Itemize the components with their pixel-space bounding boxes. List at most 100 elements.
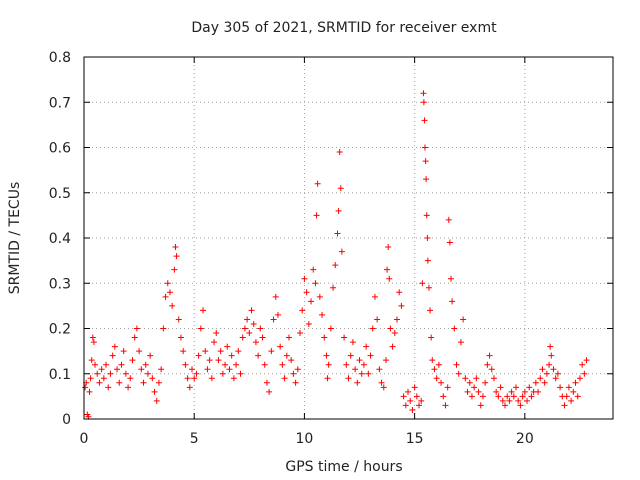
- data-point: [330, 284, 337, 291]
- data-point: [160, 325, 167, 332]
- data-point: [420, 99, 427, 106]
- data-point: [457, 339, 464, 346]
- data-point: [114, 366, 121, 373]
- data-point: [557, 384, 564, 391]
- data-point: [484, 361, 491, 368]
- data-point: [98, 366, 105, 373]
- data-point: [261, 361, 268, 368]
- data-point: [310, 266, 317, 273]
- data-point: [217, 348, 224, 355]
- data-point: [158, 366, 165, 373]
- data-point: [208, 375, 215, 382]
- data-point: [332, 262, 339, 269]
- data-point: [140, 379, 147, 386]
- data-point: [336, 149, 343, 156]
- data-point: [120, 348, 127, 355]
- data-point: [438, 379, 445, 386]
- data-point: [349, 339, 356, 346]
- data-point: [378, 379, 385, 386]
- data-point: [554, 370, 561, 377]
- data-point: [274, 311, 281, 318]
- y-axis-label: SRMTID / TECUs: [7, 182, 23, 295]
- data-point: [88, 357, 95, 364]
- data-point: [288, 357, 295, 364]
- data-point: [224, 343, 231, 350]
- data-point: [297, 330, 304, 337]
- data-point: [90, 339, 97, 346]
- data-point: [548, 352, 555, 359]
- data-point: [279, 361, 286, 368]
- data-point: [211, 339, 218, 346]
- data-point: [380, 384, 387, 391]
- data-point: [244, 316, 251, 323]
- y-tick-label: 0.2: [49, 322, 71, 338]
- data-point: [86, 388, 93, 395]
- data-point: [283, 352, 290, 359]
- data-point: [129, 357, 136, 364]
- x-tick-label: 15: [406, 431, 424, 447]
- data-point: [103, 361, 110, 368]
- data-point: [477, 402, 484, 409]
- data-point: [204, 366, 211, 373]
- data-point: [391, 330, 398, 337]
- data-point: [424, 257, 431, 264]
- data-point: [345, 375, 352, 382]
- data-point: [263, 379, 270, 386]
- data-point: [255, 352, 262, 359]
- data-point: [248, 307, 255, 314]
- data-point: [252, 339, 259, 346]
- data-point: [581, 370, 588, 377]
- data-point: [319, 311, 326, 318]
- data-point: [111, 343, 118, 350]
- data-point: [515, 397, 522, 404]
- x-axis-label: GPS time / hours: [285, 459, 402, 475]
- data-point: [479, 393, 486, 400]
- data-point: [497, 384, 504, 391]
- data-point: [519, 393, 526, 400]
- data-point: [384, 266, 391, 273]
- data-point: [338, 248, 345, 255]
- data-point: [314, 180, 321, 187]
- y-tick-label: 0.3: [49, 276, 71, 292]
- data-point: [303, 289, 310, 296]
- y-tick-label: 0.4: [49, 231, 71, 247]
- data-point: [501, 402, 508, 409]
- data-point: [184, 375, 191, 382]
- data-point: [421, 144, 428, 151]
- data-point: [337, 185, 344, 192]
- data-point: [422, 158, 429, 165]
- data-point: [423, 176, 430, 183]
- data-point: [257, 325, 264, 332]
- data-point: [215, 357, 222, 364]
- data-point: [116, 379, 123, 386]
- data-point: [151, 388, 158, 395]
- data-point: [131, 334, 138, 341]
- chart-title: Day 305 of 2021, SRMTID for receiver exm…: [191, 20, 497, 36]
- data-point: [294, 366, 301, 373]
- data-point: [226, 366, 233, 373]
- data-point: [285, 334, 292, 341]
- data-point: [504, 393, 511, 400]
- data-point: [416, 402, 423, 409]
- data-point: [334, 230, 341, 237]
- data-point: [237, 370, 244, 377]
- data-point: [138, 366, 145, 373]
- data-point: [206, 357, 213, 364]
- data-point: [172, 244, 179, 251]
- data-point: [425, 284, 432, 291]
- data-point: [535, 388, 542, 395]
- data-point: [387, 325, 394, 332]
- data-point: [471, 384, 478, 391]
- data-point: [427, 307, 434, 314]
- data-point: [499, 397, 506, 404]
- x-tick-label: 20: [516, 431, 534, 447]
- data-point: [424, 235, 431, 241]
- data-point: [528, 393, 535, 400]
- data-point: [352, 366, 359, 373]
- data-point: [354, 379, 361, 386]
- data-point: [173, 253, 180, 260]
- data-point: [421, 117, 428, 124]
- data-point: [323, 352, 330, 359]
- data-point: [142, 361, 149, 368]
- data-point: [420, 90, 427, 97]
